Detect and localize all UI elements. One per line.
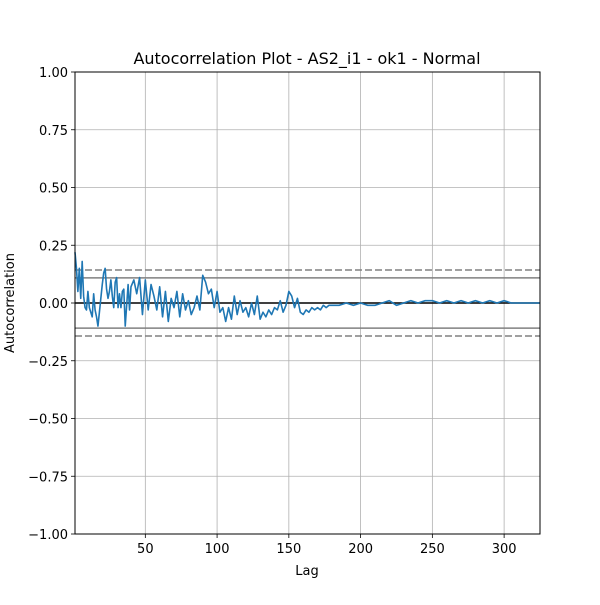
- chart-title: Autocorrelation Plot - AS2_i1 - ok1 - No…: [133, 49, 480, 69]
- y-tick-label: 0.25: [39, 239, 68, 254]
- reference-lines: [75, 269, 540, 337]
- y-tick-label: 1.00: [39, 66, 68, 81]
- y-axis-ticks: 1.00 0.75 0.50 0.25 0.00 −0.25 −0.50 −0.75 −1.00: [28, 66, 75, 543]
- y-tick-label: 0.75: [39, 124, 68, 139]
- x-tick-label: 200: [348, 542, 373, 557]
- x-tick-label: 150: [276, 542, 301, 557]
- y-axis-label: Autocorrelation: [3, 253, 18, 353]
- x-axis-label: Lag: [295, 564, 318, 579]
- y-tick-label: −0.25: [28, 355, 68, 370]
- y-tick-label: −1.00: [28, 528, 68, 543]
- y-tick-label: 0.50: [39, 182, 68, 197]
- x-axis-ticks: 50 100 150 200 250 300: [137, 534, 517, 557]
- y-tick-label: −0.75: [28, 470, 68, 485]
- x-tick-label: 50: [137, 542, 154, 557]
- acf-series-line: [74, 252, 540, 327]
- y-tick-label: −0.50: [28, 413, 68, 428]
- x-tick-label: 100: [205, 542, 230, 557]
- data-series: [74, 252, 540, 327]
- x-tick-label: 300: [492, 542, 517, 557]
- y-tick-label: 0.00: [39, 297, 68, 312]
- x-tick-label: 250: [420, 542, 445, 557]
